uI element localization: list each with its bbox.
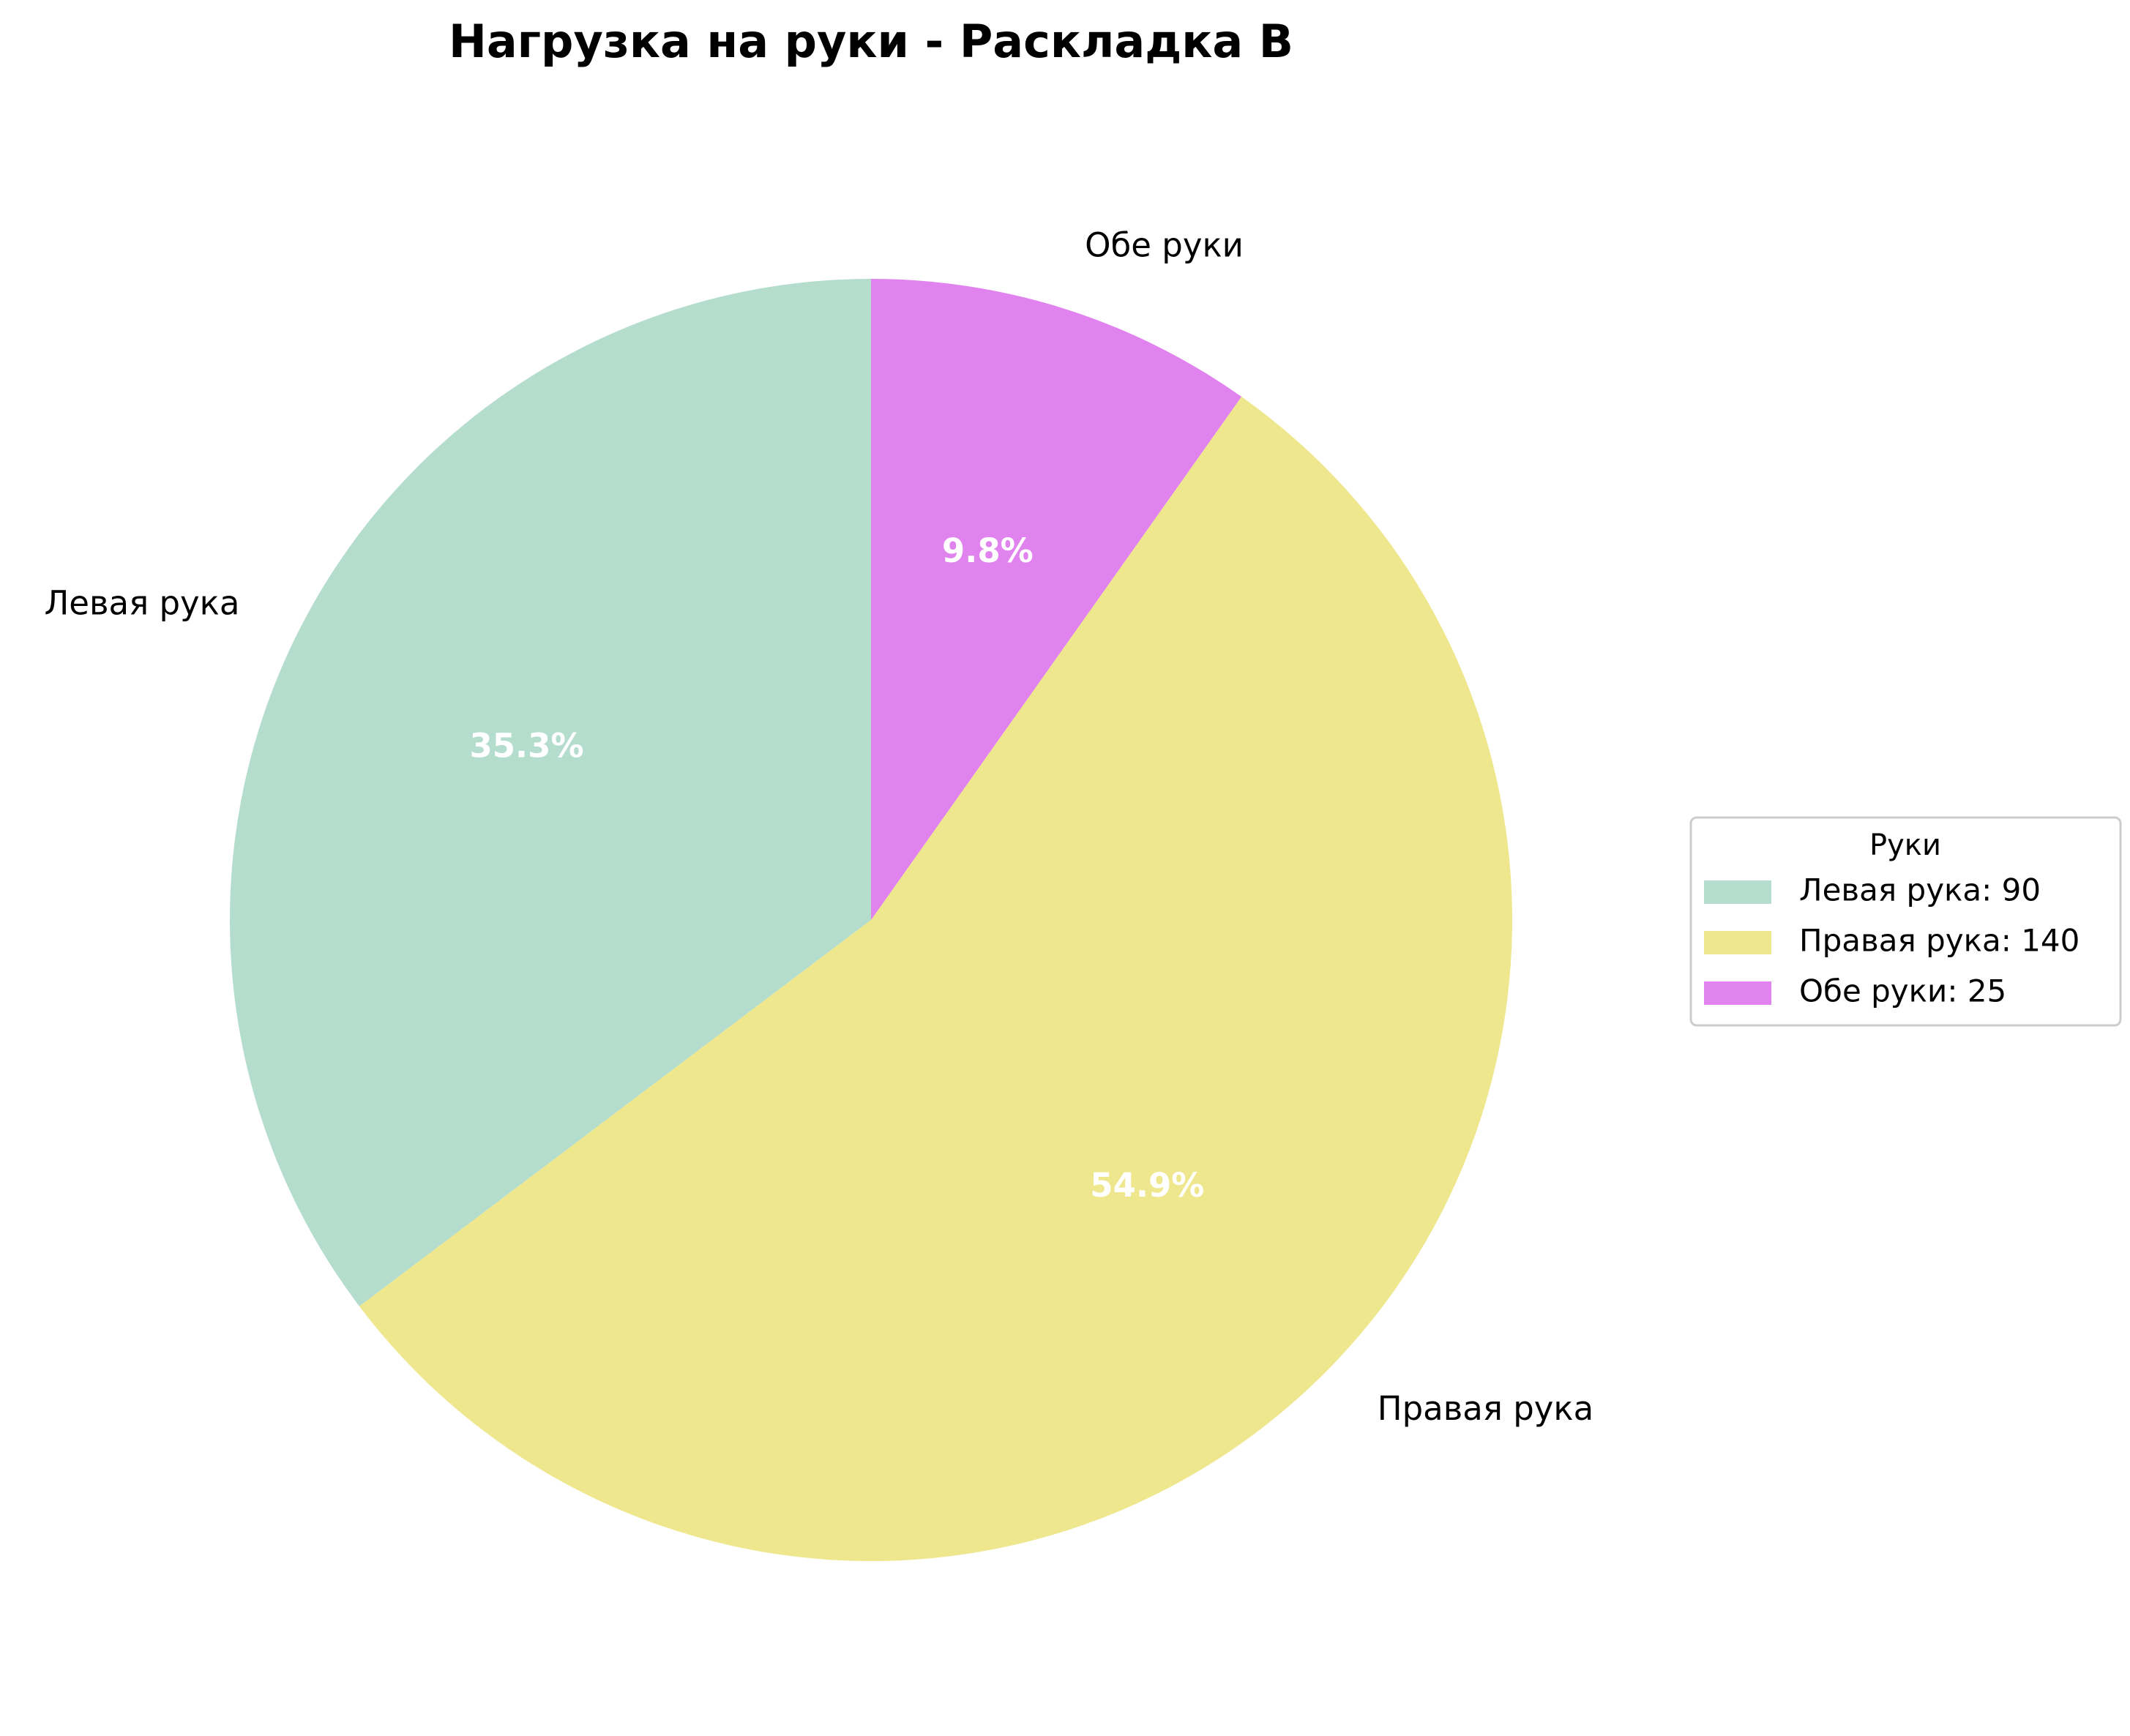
slice-label-right-hand: Правая рука — [1378, 1389, 1593, 1428]
pct-label-both-hands: 9.8% — [942, 531, 1034, 570]
legend-swatch-left-hand — [1704, 880, 1771, 904]
legend-swatch-both-hands — [1704, 981, 1771, 1005]
chart-title: Нагрузка на руки - Раскладка B — [449, 15, 1293, 68]
legend-items: Левая рука: 90 Правая рука: 140 Обе руки: … — [1704, 872, 2079, 1009]
legend-label-left-hand: Левая рука: 90 — [1799, 872, 2041, 908]
legend: Руки Левая рука: 90 Правая рука: 140 Обе р… — [1689, 816, 2122, 1027]
legend-frame — [1689, 816, 2122, 1027]
pie-slice-left-hand — [229, 279, 871, 1306]
pct-label-left-hand: 35.3% — [469, 727, 583, 766]
slice-label-both-hands: Обе руки — [1085, 226, 1244, 265]
percent-labels: 35.3% 54.9% 9.8% — [469, 531, 1204, 1205]
legend-label-both-hands: Обе руки: 25 — [1799, 973, 2006, 1009]
slice-labels: Левая рука Правая рука Обе руки — [44, 226, 1593, 1428]
pie-slices — [229, 279, 1512, 1561]
legend-swatch-right-hand — [1704, 931, 1771, 954]
legend-label-right-hand: Правая рука: 140 — [1799, 923, 2079, 959]
pie-slice-both-hands — [871, 279, 1242, 920]
slice-label-left-hand: Левая рука — [44, 583, 239, 622]
legend-title: Руки — [1869, 828, 1941, 862]
pct-label-right-hand: 54.9% — [1090, 1166, 1204, 1205]
pie-slice-right-hand — [359, 397, 1512, 1561]
